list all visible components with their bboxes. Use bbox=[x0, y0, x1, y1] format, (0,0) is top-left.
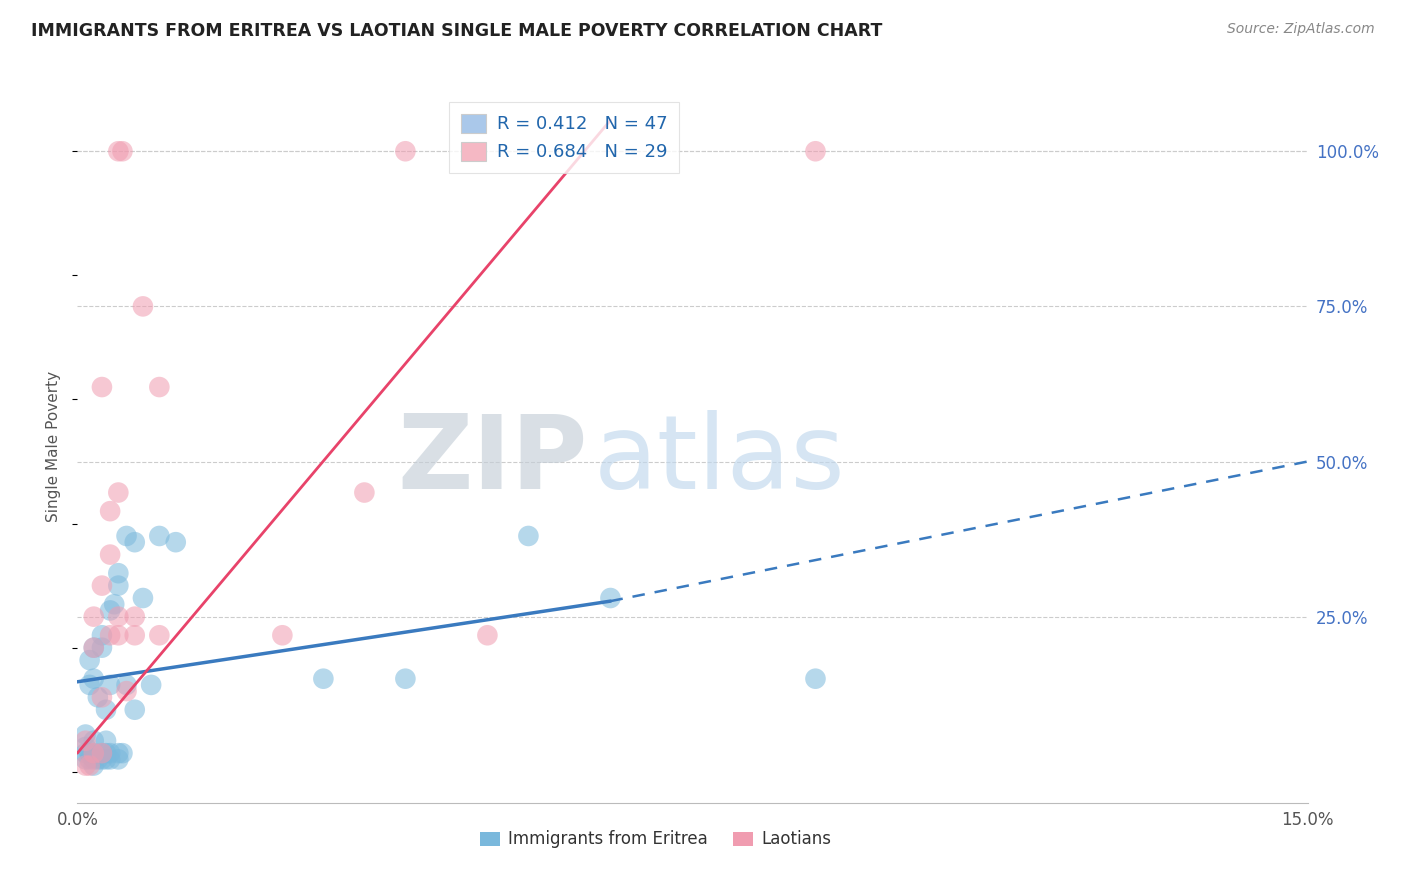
Point bbox=[94, 752, 117, 766]
Point bbox=[87, 752, 110, 766]
Point bbox=[312, 672, 335, 686]
Point bbox=[90, 628, 114, 642]
Point bbox=[83, 758, 105, 772]
Point bbox=[599, 591, 621, 605]
Point bbox=[83, 746, 105, 760]
Point bbox=[90, 579, 114, 593]
Point bbox=[90, 746, 114, 760]
Point bbox=[83, 733, 105, 747]
Point bbox=[132, 591, 155, 605]
Point bbox=[394, 672, 416, 686]
Point bbox=[94, 703, 117, 717]
Legend: Immigrants from Eritrea, Laotians: Immigrants from Eritrea, Laotians bbox=[474, 824, 838, 855]
Point bbox=[90, 746, 114, 760]
Point bbox=[98, 746, 121, 760]
Point bbox=[90, 380, 114, 394]
Point bbox=[75, 758, 97, 772]
Point bbox=[90, 640, 114, 655]
Point bbox=[87, 690, 110, 705]
Y-axis label: Single Male Poverty: Single Male Poverty bbox=[46, 370, 62, 522]
Point bbox=[79, 653, 101, 667]
Point bbox=[94, 746, 117, 760]
Point bbox=[477, 628, 499, 642]
Point bbox=[79, 758, 101, 772]
Point bbox=[132, 299, 155, 313]
Point bbox=[111, 145, 134, 159]
Point bbox=[83, 752, 105, 766]
Point bbox=[83, 640, 105, 655]
Point bbox=[79, 752, 101, 766]
Point bbox=[75, 746, 97, 760]
Point bbox=[115, 684, 138, 698]
Point bbox=[83, 609, 105, 624]
Point bbox=[107, 746, 129, 760]
Point bbox=[107, 485, 129, 500]
Point bbox=[107, 566, 129, 581]
Point bbox=[103, 597, 125, 611]
Point bbox=[98, 603, 121, 617]
Point bbox=[517, 529, 540, 543]
Point bbox=[353, 485, 375, 500]
Text: atlas: atlas bbox=[595, 409, 846, 511]
Point bbox=[107, 752, 129, 766]
Point bbox=[107, 609, 129, 624]
Text: IMMIGRANTS FROM ERITREA VS LAOTIAN SINGLE MALE POVERTY CORRELATION CHART: IMMIGRANTS FROM ERITREA VS LAOTIAN SINGL… bbox=[31, 22, 883, 40]
Point bbox=[148, 628, 170, 642]
Point bbox=[124, 703, 146, 717]
Point bbox=[98, 548, 121, 562]
Point bbox=[148, 529, 170, 543]
Point bbox=[124, 535, 146, 549]
Point bbox=[111, 746, 134, 760]
Point bbox=[90, 752, 114, 766]
Text: Source: ZipAtlas.com: Source: ZipAtlas.com bbox=[1227, 22, 1375, 37]
Point bbox=[271, 628, 294, 642]
Point bbox=[394, 145, 416, 159]
Point bbox=[165, 535, 187, 549]
Point bbox=[148, 380, 170, 394]
Point bbox=[98, 628, 121, 642]
Point bbox=[124, 628, 146, 642]
Point bbox=[75, 733, 97, 747]
Point bbox=[141, 678, 163, 692]
Point bbox=[79, 746, 101, 760]
Point bbox=[98, 678, 121, 692]
Point bbox=[83, 746, 105, 760]
Point bbox=[94, 733, 117, 747]
Point bbox=[98, 504, 121, 518]
Point bbox=[115, 678, 138, 692]
Point bbox=[75, 752, 97, 766]
Point bbox=[98, 752, 121, 766]
Point bbox=[107, 579, 129, 593]
Text: ZIP: ZIP bbox=[398, 409, 588, 511]
Point bbox=[83, 672, 105, 686]
Point bbox=[804, 672, 827, 686]
Point bbox=[107, 145, 129, 159]
Point bbox=[804, 145, 827, 159]
Point bbox=[75, 727, 97, 741]
Point bbox=[115, 529, 138, 543]
Point bbox=[75, 739, 97, 754]
Point bbox=[79, 678, 101, 692]
Point bbox=[124, 609, 146, 624]
Point bbox=[107, 628, 129, 642]
Point bbox=[90, 690, 114, 705]
Point bbox=[83, 640, 105, 655]
